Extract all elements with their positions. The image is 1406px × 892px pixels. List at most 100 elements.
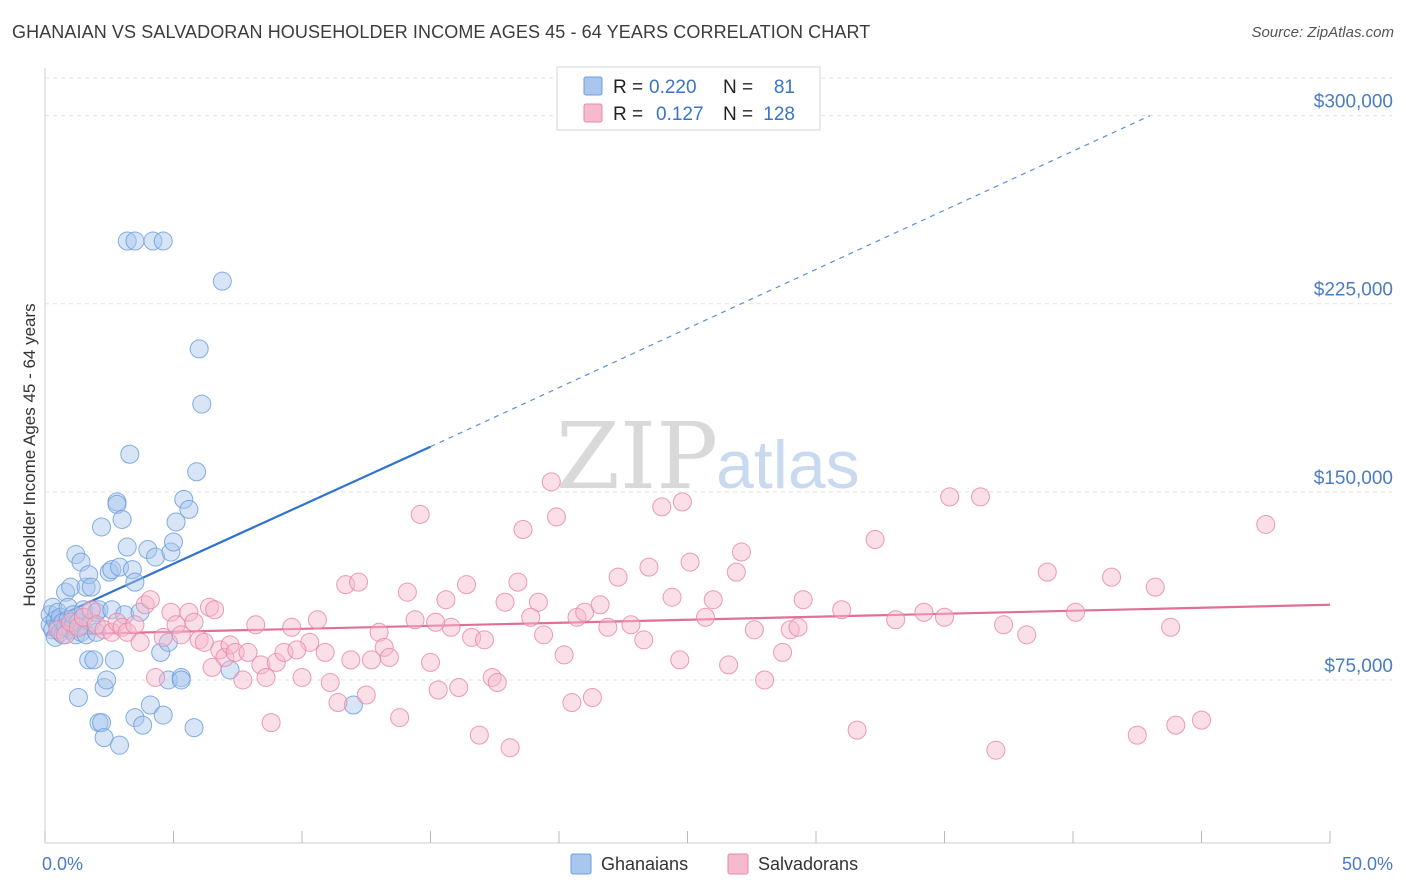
point-salvadorans (233, 670, 253, 690)
point-salvadorans (171, 625, 191, 645)
point-salvadorans (81, 600, 101, 620)
point-salvadorans (238, 642, 258, 662)
point-ghanaians (92, 517, 112, 537)
point-salvadorans (935, 607, 954, 627)
point-salvadorans (575, 602, 595, 622)
point-salvadorans (1017, 625, 1037, 645)
point-salvadorans (135, 595, 155, 615)
point-salvadorans (970, 487, 990, 507)
point-ghanaians (61, 577, 81, 597)
point-ghanaians (94, 728, 114, 748)
point-salvadorans (994, 615, 1014, 635)
point-ghanaians (56, 582, 76, 602)
trend-line-salvadorans (44, 603, 1331, 636)
stats-n-value: 81 (774, 77, 795, 98)
point-ghanaians (179, 499, 199, 519)
point-salvadorans (621, 615, 641, 635)
stats-swatch-salvadorans (583, 103, 603, 123)
point-salvadorans (726, 562, 746, 582)
trend-line-ghanaians (44, 445, 431, 624)
point-salvadorans (449, 677, 469, 697)
point-salvadorans (266, 652, 286, 672)
legend-label-ghanaians: Ghanaians (601, 854, 688, 874)
point-ghanaians (102, 600, 122, 620)
point-salvadorans (199, 597, 219, 617)
point-salvadorans (125, 615, 145, 635)
point-ghanaians (66, 625, 86, 645)
point-salvadorans (662, 587, 682, 607)
point-salvadorans (755, 670, 775, 690)
point-ghanaians (189, 339, 209, 359)
point-ghanaians (107, 494, 127, 514)
point-ghanaians (171, 670, 191, 690)
point-salvadorans (886, 610, 906, 630)
point-salvadorans (456, 575, 476, 595)
point-ghanaians (86, 622, 106, 642)
stats-r-label: R = (613, 77, 643, 98)
point-ghanaians (151, 642, 171, 662)
axes (44, 68, 1331, 844)
y-tick-label: $300,000 (1314, 92, 1393, 113)
point-salvadorans (202, 657, 222, 677)
point-salvadorans (780, 620, 800, 640)
point-ghanaians (143, 231, 163, 251)
point-ghanaians (138, 540, 158, 560)
stats-r-value: 0.127 (656, 104, 704, 125)
point-salvadorans (117, 622, 137, 642)
point-salvadorans (426, 612, 446, 632)
point-ghanaians (125, 231, 145, 251)
point-salvadorans (670, 650, 690, 670)
point-salvadorans (680, 552, 700, 572)
point-salvadorans (508, 572, 528, 592)
point-salvadorans (719, 655, 739, 675)
point-ghanaians (110, 735, 130, 755)
point-salvadorans (369, 622, 389, 642)
y-axis-label: Householder Income Ages 45 - 64 years (20, 303, 39, 606)
point-ghanaians (97, 670, 117, 690)
point-salvadorans (1037, 562, 1057, 582)
point-ghanaians (102, 560, 122, 580)
chart-title: GHANAIAN VS SALVADORAN HOUSEHOLDER INCOM… (12, 22, 871, 42)
point-salvadorans (562, 693, 582, 713)
point-salvadorans (102, 622, 122, 642)
stats-n-value: 128 (763, 104, 795, 125)
point-salvadorans (608, 567, 628, 587)
point-salvadorans (793, 590, 813, 610)
point-ghanaians (120, 444, 140, 464)
point-salvadorans (534, 625, 554, 645)
point-salvadorans (1161, 617, 1181, 637)
point-salvadorans (390, 708, 410, 728)
point-salvadorans (703, 590, 723, 610)
point-ghanaians (192, 394, 212, 414)
point-ghanaians (146, 547, 166, 567)
point-salvadorans (261, 713, 281, 733)
point-salvadorans (528, 592, 548, 612)
point-salvadorans (1066, 602, 1086, 622)
stats-swatch-ghanaians (583, 76, 603, 96)
point-salvadorans (287, 640, 307, 660)
point-salvadorans (194, 632, 214, 652)
point-salvadorans (205, 600, 225, 620)
y-tick-label: $225,000 (1314, 280, 1393, 301)
point-salvadorans (731, 542, 751, 562)
point-salvadorans (1145, 577, 1165, 597)
x-tick-labels: 0.0% 50.0% (42, 854, 1393, 874)
point-salvadorans (672, 492, 692, 512)
point-salvadorans (356, 685, 376, 705)
point-salvadorans (256, 667, 276, 687)
point-salvadorans (320, 672, 340, 692)
stats-r-value: 0.220 (649, 77, 697, 98)
point-ghanaians (125, 708, 145, 728)
point-salvadorans (189, 630, 209, 650)
point-salvadorans (405, 610, 425, 630)
y-tick-labels: $75,000 $150,000 $225,000 $300,000 (1314, 92, 1393, 677)
point-salvadorans (307, 610, 327, 630)
point-salvadorans (474, 630, 494, 650)
point-salvadorans (1102, 567, 1122, 587)
point-salvadorans (349, 572, 369, 592)
point-salvadorans (246, 615, 266, 635)
point-salvadorans (598, 617, 618, 637)
point-ghanaians (166, 512, 186, 532)
point-ghanaians (68, 688, 88, 708)
